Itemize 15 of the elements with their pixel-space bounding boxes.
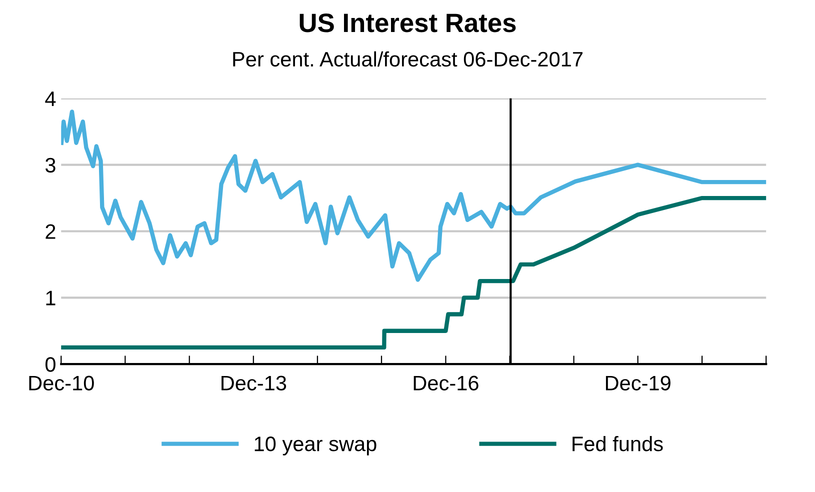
y-tick-label: 1 (46, 290, 56, 306)
legend-label: 10 year swap (254, 436, 376, 456)
y-tick-label: 2 (46, 224, 56, 239)
chart-subtitle: Per cent. Actual/forecast 06-Dec-2017 (233, 51, 582, 67)
y-tick-label: 3 (45, 158, 56, 173)
line-series (61, 110, 766, 282)
x-tick-label: Dec-16 (414, 376, 478, 390)
y-tick-label: 0 (45, 357, 56, 372)
x-tick-label: Dec-19 (606, 376, 670, 390)
x-tick-label: Dec-10 (29, 376, 94, 390)
x-tick-label: Dec-13 (222, 376, 286, 390)
y-tick-label: 4 (45, 92, 56, 106)
legend-label: Fed funds (572, 436, 663, 452)
line-series (61, 196, 766, 350)
chart-title: US Interest Rates (300, 14, 516, 32)
